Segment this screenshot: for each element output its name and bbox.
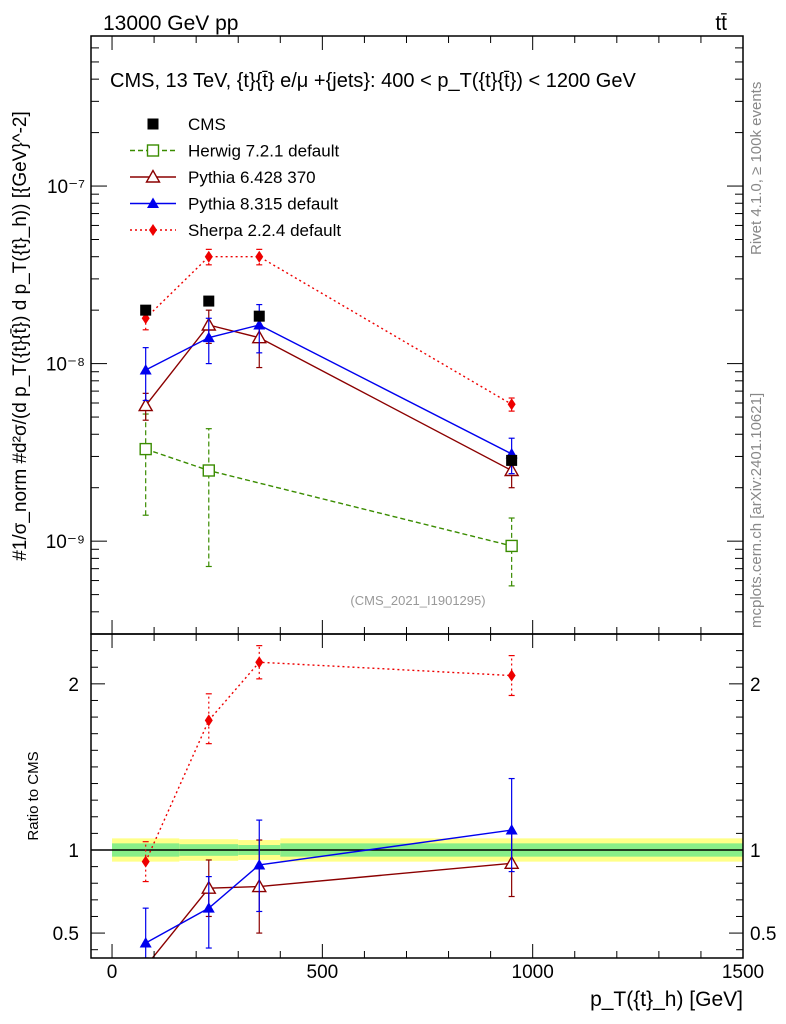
x-tick-label: 1500 — [722, 962, 764, 983]
y-tick-label: 10⁻⁷ — [47, 177, 85, 198]
x-tick-label: 1000 — [512, 962, 554, 983]
legend-entry: Pythia 8.315 default — [130, 195, 339, 214]
series-pythia-6-428-370 — [137, 309, 520, 489]
main-panel-layer — [137, 248, 520, 587]
ratio-tick-label-right: 2 — [750, 675, 761, 696]
y-tick-label: 10⁻⁸ — [46, 355, 85, 376]
ratio-uncertainty-band — [91, 838, 743, 862]
legend-entry: CMS — [147, 115, 226, 134]
ratio-tick-label-right: 1 — [750, 841, 761, 862]
marker-point — [253, 318, 266, 330]
ratio-tick-label: 2 — [68, 675, 79, 696]
marker-point — [253, 858, 266, 870]
header-process-label: tt̄ — [715, 12, 727, 35]
marker-point — [139, 937, 152, 948]
marker-point — [204, 714, 213, 727]
marker-point — [507, 398, 516, 411]
marker-point — [139, 364, 152, 375]
marker-point — [139, 442, 152, 456]
marker-point — [202, 331, 215, 343]
mcplots-reference-label: mcplots.cern.ch [arXiv:2401.10621] — [748, 393, 765, 628]
chart-title: CMS, 13 TeV, {t}{t̄} e/μ +{jets}: 400 < … — [110, 70, 636, 92]
ratio-panel-layer — [139, 645, 520, 972]
marker-point — [137, 397, 154, 412]
header-energy-label: 13000 GeV pp — [103, 12, 238, 35]
marker-point — [203, 295, 215, 307]
legend-entry: Sherpa 2.2.4 default — [130, 221, 341, 240]
legend-label: Pythia 8.315 default — [188, 195, 339, 214]
marker-point — [253, 310, 265, 322]
x-axis-label: p_T({t}_h) [GeV] — [590, 988, 743, 1011]
marker-point — [505, 824, 518, 835]
marker-point — [204, 250, 213, 263]
x-tick-label: 500 — [307, 962, 339, 983]
main-y-axis-label: #1/σ_norm #d²σ/(d p_T({t}{t̄}) d p_T({t}… — [10, 111, 31, 561]
series-sherpa-2-2-4-default — [141, 248, 516, 412]
marker-point — [255, 656, 264, 669]
ratio-tick-label: 0.5 — [53, 924, 79, 945]
series-line — [145, 324, 512, 472]
legend-entry: Pythia 6.428 370 — [130, 168, 316, 187]
legend: CMS Herwig 7.2.1 default Pythia 6.428 370 P… — [130, 115, 341, 240]
series-line — [145, 256, 512, 405]
legend-label: Pythia 6.428 370 — [188, 168, 316, 187]
ratio-y-axis-label: Ratio to CMS — [25, 751, 42, 840]
series-line — [145, 324, 512, 455]
marker-point — [141, 855, 150, 868]
legend-label: Sherpa 2.2.4 default — [188, 221, 341, 240]
marker-point — [255, 250, 264, 263]
marker-point — [202, 902, 215, 913]
ratio-tick-label-right: 0.5 — [750, 924, 776, 945]
rivet-version-label: Rivet 4.1.0, ≥ 100k events — [748, 82, 765, 255]
marker-point — [149, 224, 157, 236]
ratio-series-line — [145, 829, 512, 944]
marker-point — [146, 144, 160, 157]
legend-label: Herwig 7.2.1 default — [188, 142, 339, 161]
ratio-series-pythia-8-315-default — [139, 777, 518, 958]
ratio-series-line — [145, 661, 512, 862]
ratio-tick-label: 1 — [68, 841, 79, 862]
y-tick-label: 10⁻⁹ — [46, 532, 85, 553]
series-pythia-8-315-default — [139, 303, 518, 475]
analysis-tag: (CMS_2021_I1901295) — [350, 593, 485, 608]
series-herwig-7-2-1-default — [139, 413, 518, 587]
marker-point — [147, 118, 159, 130]
legend-entry: Herwig 7.2.1 default — [130, 142, 339, 161]
series-line — [145, 448, 512, 547]
marker-point — [139, 960, 152, 972]
marker-point — [202, 464, 215, 477]
ratio-series-line — [151, 862, 512, 958]
series-cms-data — [140, 295, 518, 466]
marker-point — [506, 454, 518, 466]
x-tick-label: 0 — [107, 962, 118, 983]
axes-layer: 0 500 1000 1500 10⁻⁹ 10⁻⁸ 10⁻⁷ 0.5 0.5 1 1 2 2 — [46, 35, 776, 983]
marker-point — [145, 169, 161, 183]
marker-point — [507, 669, 516, 682]
legend-label: CMS — [188, 115, 226, 134]
ratio-panel-frame — [90, 633, 744, 959]
marker-point — [147, 197, 159, 208]
marker-point — [505, 539, 518, 553]
marker-point — [140, 304, 152, 316]
ratio-series-sherpa-2-2-4-default — [141, 645, 516, 883]
